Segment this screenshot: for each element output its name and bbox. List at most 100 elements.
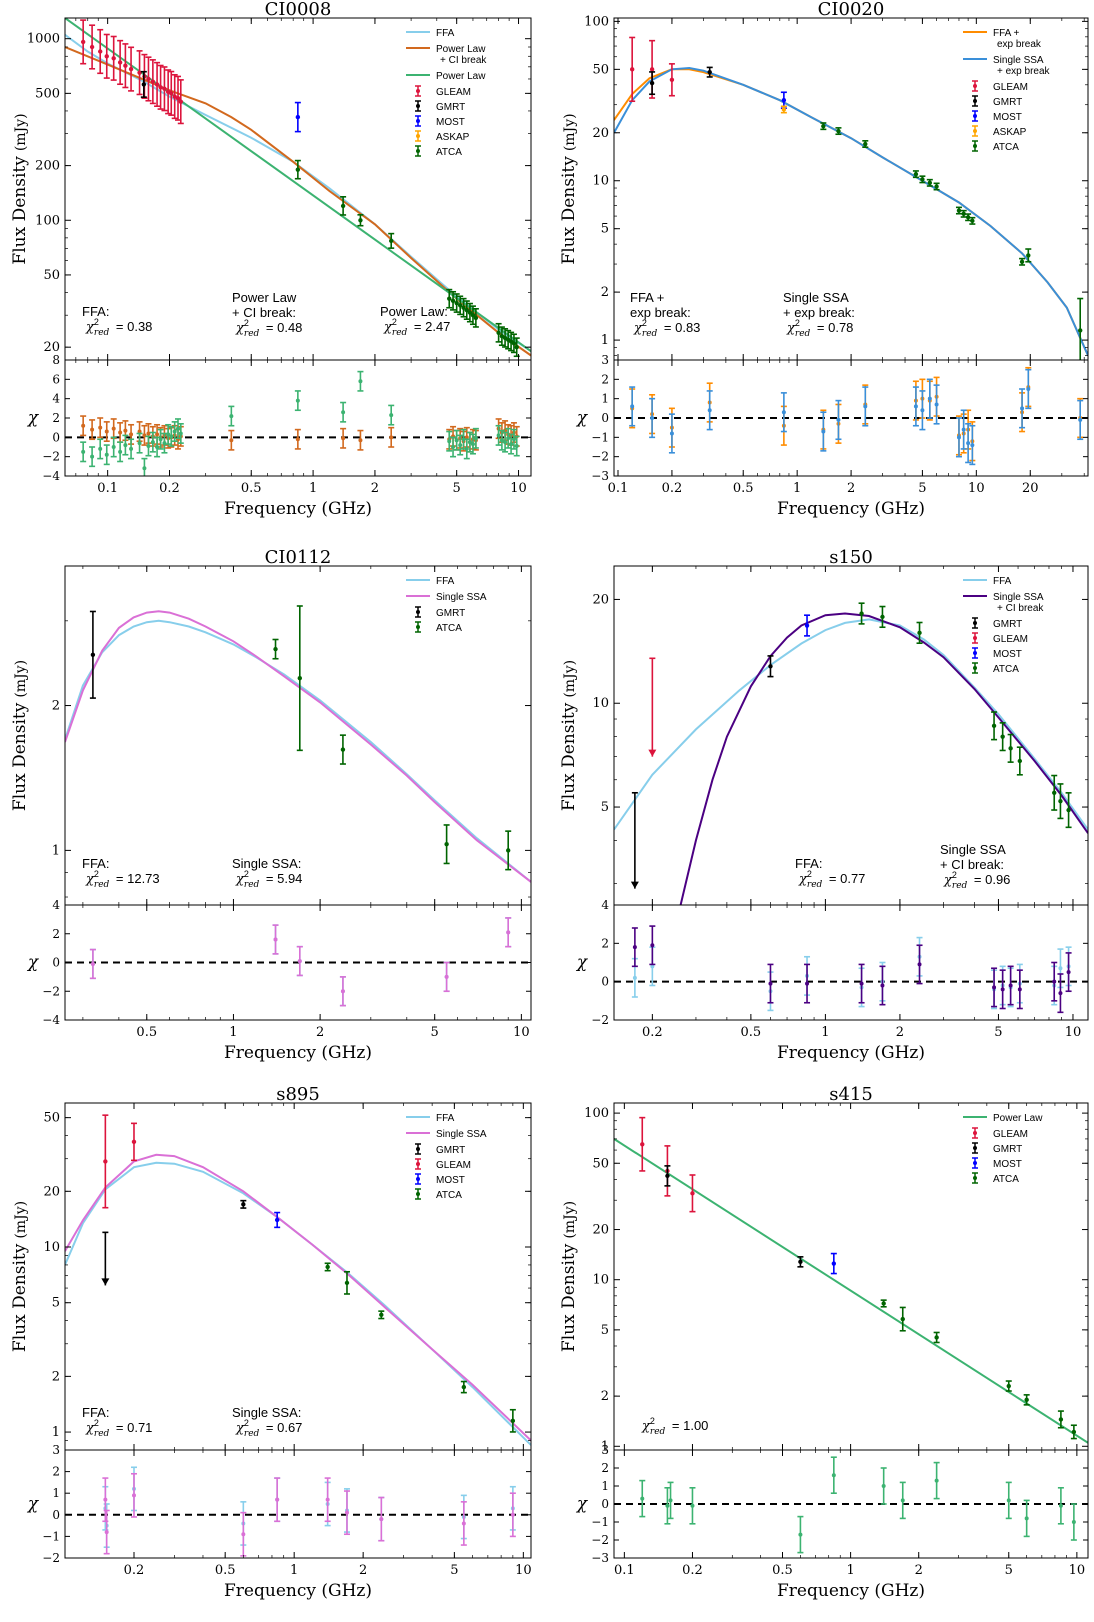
- r-tick-label: 4: [52, 898, 60, 912]
- legend-label: FFA: [436, 576, 455, 587]
- data-point: [1052, 790, 1057, 795]
- upper-limit-arrow: [648, 749, 657, 757]
- residual-point: [514, 444, 519, 449]
- residual-point: [880, 983, 885, 988]
- annotation-label: Power Law: [232, 290, 297, 305]
- y-tick-label: 20: [43, 340, 60, 355]
- residual-point: [98, 425, 103, 430]
- annotation-label: exp break:: [630, 305, 691, 320]
- data-point: [457, 303, 463, 308]
- y-tick-label: 50: [592, 1156, 609, 1171]
- data-point: [640, 1142, 645, 1147]
- chi-superscript: 2: [650, 1416, 655, 1426]
- chi-superscript: 2: [94, 1418, 99, 1428]
- residuals: [614, 366, 1088, 466]
- residual-point: [707, 408, 712, 413]
- data-point: [629, 67, 635, 72]
- legend-label-line: Power Law: [436, 44, 486, 55]
- data-point: [344, 1280, 350, 1286]
- chi-subscript: red: [642, 329, 658, 339]
- residual-point: [447, 439, 452, 444]
- y-tick-label: 100: [35, 213, 60, 228]
- residual-point: [129, 432, 134, 437]
- r-tick-label: 2: [52, 411, 60, 425]
- x-tick-label: 5: [431, 1025, 439, 1040]
- residual-point: [511, 437, 516, 442]
- legend-label: ASKAP: [993, 127, 1027, 138]
- residual-point: [90, 454, 95, 459]
- residual-point: [146, 444, 151, 449]
- y-tick-label: 5: [52, 1296, 60, 1311]
- residual-point: [358, 438, 363, 443]
- data-point: [1058, 1417, 1064, 1422]
- ticks: [65, 18, 531, 477]
- data-point: [467, 310, 473, 315]
- x-tick-label: 0.5: [772, 1563, 793, 1578]
- y-axis-label-unit: (mJy): [13, 660, 29, 698]
- chi-value: = 0.77: [825, 871, 865, 886]
- residual-point: [389, 435, 394, 440]
- residual-point: [178, 431, 183, 436]
- x-tick-label: 5: [918, 481, 926, 496]
- panel-title: CI0020: [818, 0, 885, 20]
- legend-marker: [416, 119, 420, 123]
- legend-label-line: Single SSA: [993, 592, 1044, 603]
- y-tick-label: 5: [601, 1323, 609, 1338]
- data-point: [991, 723, 997, 729]
- legend-label: ATCA: [993, 664, 1019, 675]
- x-tick-label: 10: [1065, 1025, 1082, 1040]
- legend-label: GLEAM: [436, 1160, 471, 1171]
- residual-point: [464, 435, 469, 440]
- x-tick-label: 0.1: [97, 481, 118, 496]
- y-tick-label: 10: [592, 1273, 609, 1288]
- residual-point: [81, 449, 86, 454]
- residual-point: [1008, 983, 1013, 988]
- residual-point: [1024, 1516, 1029, 1521]
- data-point: [241, 1202, 246, 1207]
- legend-marker: [416, 149, 420, 153]
- y-axis-label: Flux Density (mJy): [559, 660, 579, 811]
- legend-label: ASKAP: [436, 132, 470, 143]
- y-tick-label: 50: [43, 1111, 60, 1126]
- residual-axis-label: χ: [576, 953, 589, 973]
- residual-point: [142, 433, 147, 438]
- residual-point: [640, 1496, 645, 1501]
- annotation-label: Single SSA:: [232, 856, 301, 871]
- r-tick-label: 0: [601, 1497, 609, 1511]
- data-point: [454, 300, 459, 306]
- residual-point: [781, 410, 786, 415]
- chi-symbol: χ: [798, 872, 808, 887]
- legend-marker: [973, 651, 977, 655]
- r-tick-label: 2: [52, 1465, 60, 1479]
- legend-marker: [416, 1192, 420, 1196]
- residual-axes-frame: [613, 904, 1089, 1021]
- legend-label: GLEAM: [993, 1129, 1028, 1140]
- legend-label-line: Single SSA: [436, 592, 487, 603]
- residual-point: [920, 408, 925, 413]
- residual-point: [297, 959, 302, 964]
- r-tick-label: −3: [591, 1551, 609, 1565]
- legend-label: GLEAM: [993, 634, 1028, 645]
- data-point: [917, 630, 922, 636]
- chi-value: = 0.71: [112, 1420, 152, 1435]
- residual-point: [273, 937, 278, 942]
- residual-point: [90, 961, 95, 966]
- x-tick-label: 0.2: [642, 1025, 663, 1040]
- x-tick-label: 0.1: [608, 481, 629, 496]
- residual-point: [123, 428, 128, 433]
- y-tick-label: 20: [592, 126, 609, 141]
- residual-point: [295, 398, 300, 403]
- chi-value: = 2.47: [410, 319, 450, 334]
- r-tick-label: 1: [601, 392, 609, 406]
- data-point: [379, 1312, 384, 1318]
- model-line: [65, 18, 531, 353]
- legend-marker: [416, 134, 420, 138]
- data-point: [970, 218, 975, 224]
- chi-symbol: χ: [85, 320, 95, 335]
- y-axis-label-name: Flux Density: [10, 1243, 30, 1352]
- residual-point: [118, 449, 123, 454]
- chi-value: = 1.00: [668, 1418, 708, 1433]
- panel-title: s150: [829, 547, 873, 568]
- residual-axis-label: χ: [576, 408, 589, 428]
